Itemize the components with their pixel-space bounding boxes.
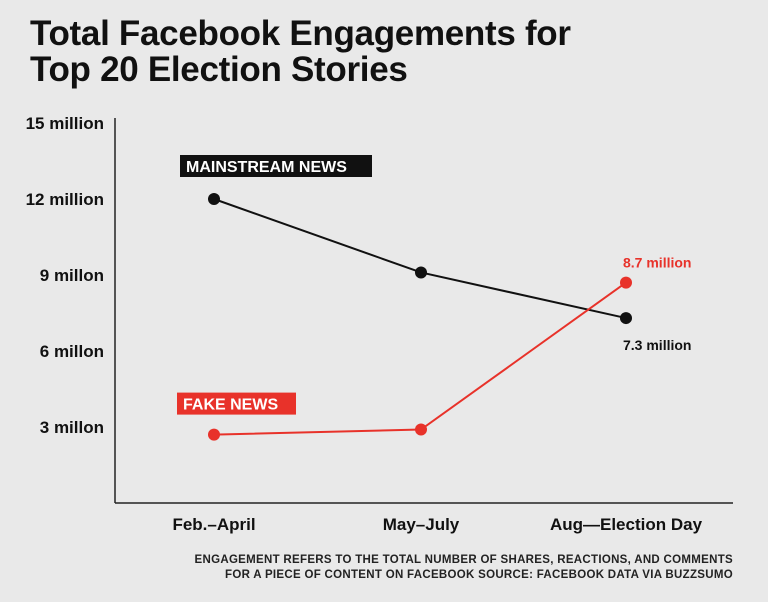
data-point <box>208 193 220 205</box>
data-point <box>620 276 632 289</box>
series-labels: MAINSTREAM NEWS 7.3 million FAKE NEWS 8.7 m… <box>177 155 691 415</box>
x-tick-label: Aug—Election Day <box>550 515 703 534</box>
x-tick-labels: Feb.–April May–July Aug—Election Day <box>172 515 702 534</box>
series-line <box>213 198 627 320</box>
y-tick-label: 15 million <box>26 114 104 133</box>
data-point <box>208 428 220 441</box>
chart-axes <box>114 118 733 504</box>
title-line-2: Top 20 Election Stories <box>30 50 408 89</box>
footnote-line-1: ENGAGEMENT REFERS TO THE TOTAL NUMBER OF… <box>194 554 733 566</box>
x-tick-label: Feb.–April <box>172 515 255 534</box>
footnote-line-2: FOR A PIECE OF CONTENT ON FACEBOOK SOURC… <box>225 569 733 581</box>
y-tick-label: 12 million <box>26 190 104 209</box>
title-line-1: Total Facebook Engagements for <box>30 14 571 53</box>
y-tick-label: 9 millon <box>40 266 104 285</box>
chart-title: Total Facebook Engagements for Top 20 El… <box>30 16 730 88</box>
y-tick-labels: 15 million 12 million 9 millon 6 millon 3 mi… <box>26 114 104 437</box>
end-value-label: 7.3 million <box>623 337 691 353</box>
y-tick-label: 6 millon <box>40 342 104 361</box>
end-value-label: 8.7 million <box>623 255 691 271</box>
data-point <box>620 312 632 325</box>
series-name-label: FAKE NEWS <box>183 397 278 414</box>
data-point <box>415 423 427 436</box>
series-points <box>208 193 632 441</box>
data-point <box>415 266 427 279</box>
series-name-tag <box>180 155 372 177</box>
y-tick-label: 3 millon <box>40 418 104 437</box>
footnote: ENGAGEMENT REFERS TO THE TOTAL NUMBER OF… <box>0 553 733 583</box>
series-name-label: MAINSTREAM NEWS <box>186 159 347 176</box>
series-name-tag <box>177 392 296 415</box>
x-tick-label: May–July <box>383 515 460 534</box>
